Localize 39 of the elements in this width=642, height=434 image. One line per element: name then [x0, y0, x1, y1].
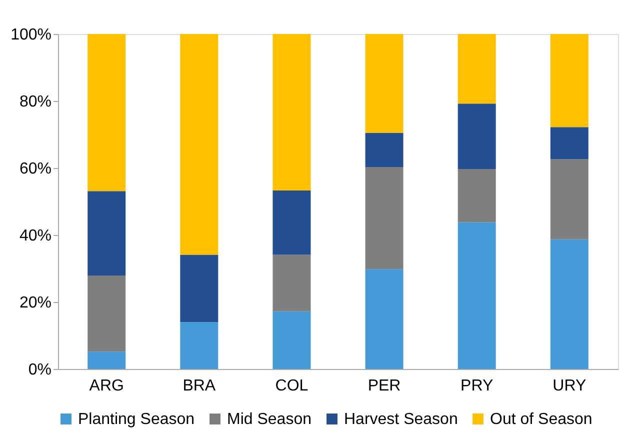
legend-label: Harvest Season — [344, 411, 458, 428]
bar — [458, 34, 496, 104]
bar — [458, 104, 496, 170]
y-tick-label: 0% — [28, 362, 52, 378]
bar — [180, 322, 218, 369]
y-tick-label: 100% — [10, 26, 52, 44]
bar — [88, 34, 126, 192]
x-tick-label: BRA — [182, 378, 216, 394]
bar — [180, 254, 218, 322]
y-tick-label: 60% — [19, 160, 52, 178]
bar — [550, 239, 588, 369]
x-tick-label: PRY — [460, 378, 494, 394]
bar — [365, 166, 404, 270]
bar — [458, 169, 496, 222]
x-tick-label: COL — [275, 378, 308, 394]
legend-label: Planting Season — [78, 411, 195, 428]
legend-label: Out of Season — [490, 411, 592, 428]
bar — [88, 352, 126, 369]
x-tick-label: URY — [552, 378, 586, 394]
bar — [550, 159, 588, 240]
bar — [272, 34, 311, 190]
bar — [180, 34, 218, 255]
bar — [272, 254, 311, 312]
x-tick-label: PER — [368, 378, 401, 394]
bar — [365, 34, 404, 133]
bar — [88, 276, 126, 352]
bar — [550, 127, 588, 160]
bar — [365, 269, 404, 369]
x-tick-label: ARG — [89, 378, 124, 394]
bar — [365, 132, 404, 167]
bar — [272, 311, 311, 369]
bar — [550, 34, 588, 128]
bar — [458, 222, 496, 369]
y-tick-label: 80% — [19, 94, 52, 110]
legend-label: Mid Season — [227, 411, 312, 428]
y-tick-label: 40% — [19, 228, 52, 244]
bar — [88, 191, 126, 276]
y-tick-label: 20% — [19, 294, 52, 312]
bar — [272, 190, 311, 255]
